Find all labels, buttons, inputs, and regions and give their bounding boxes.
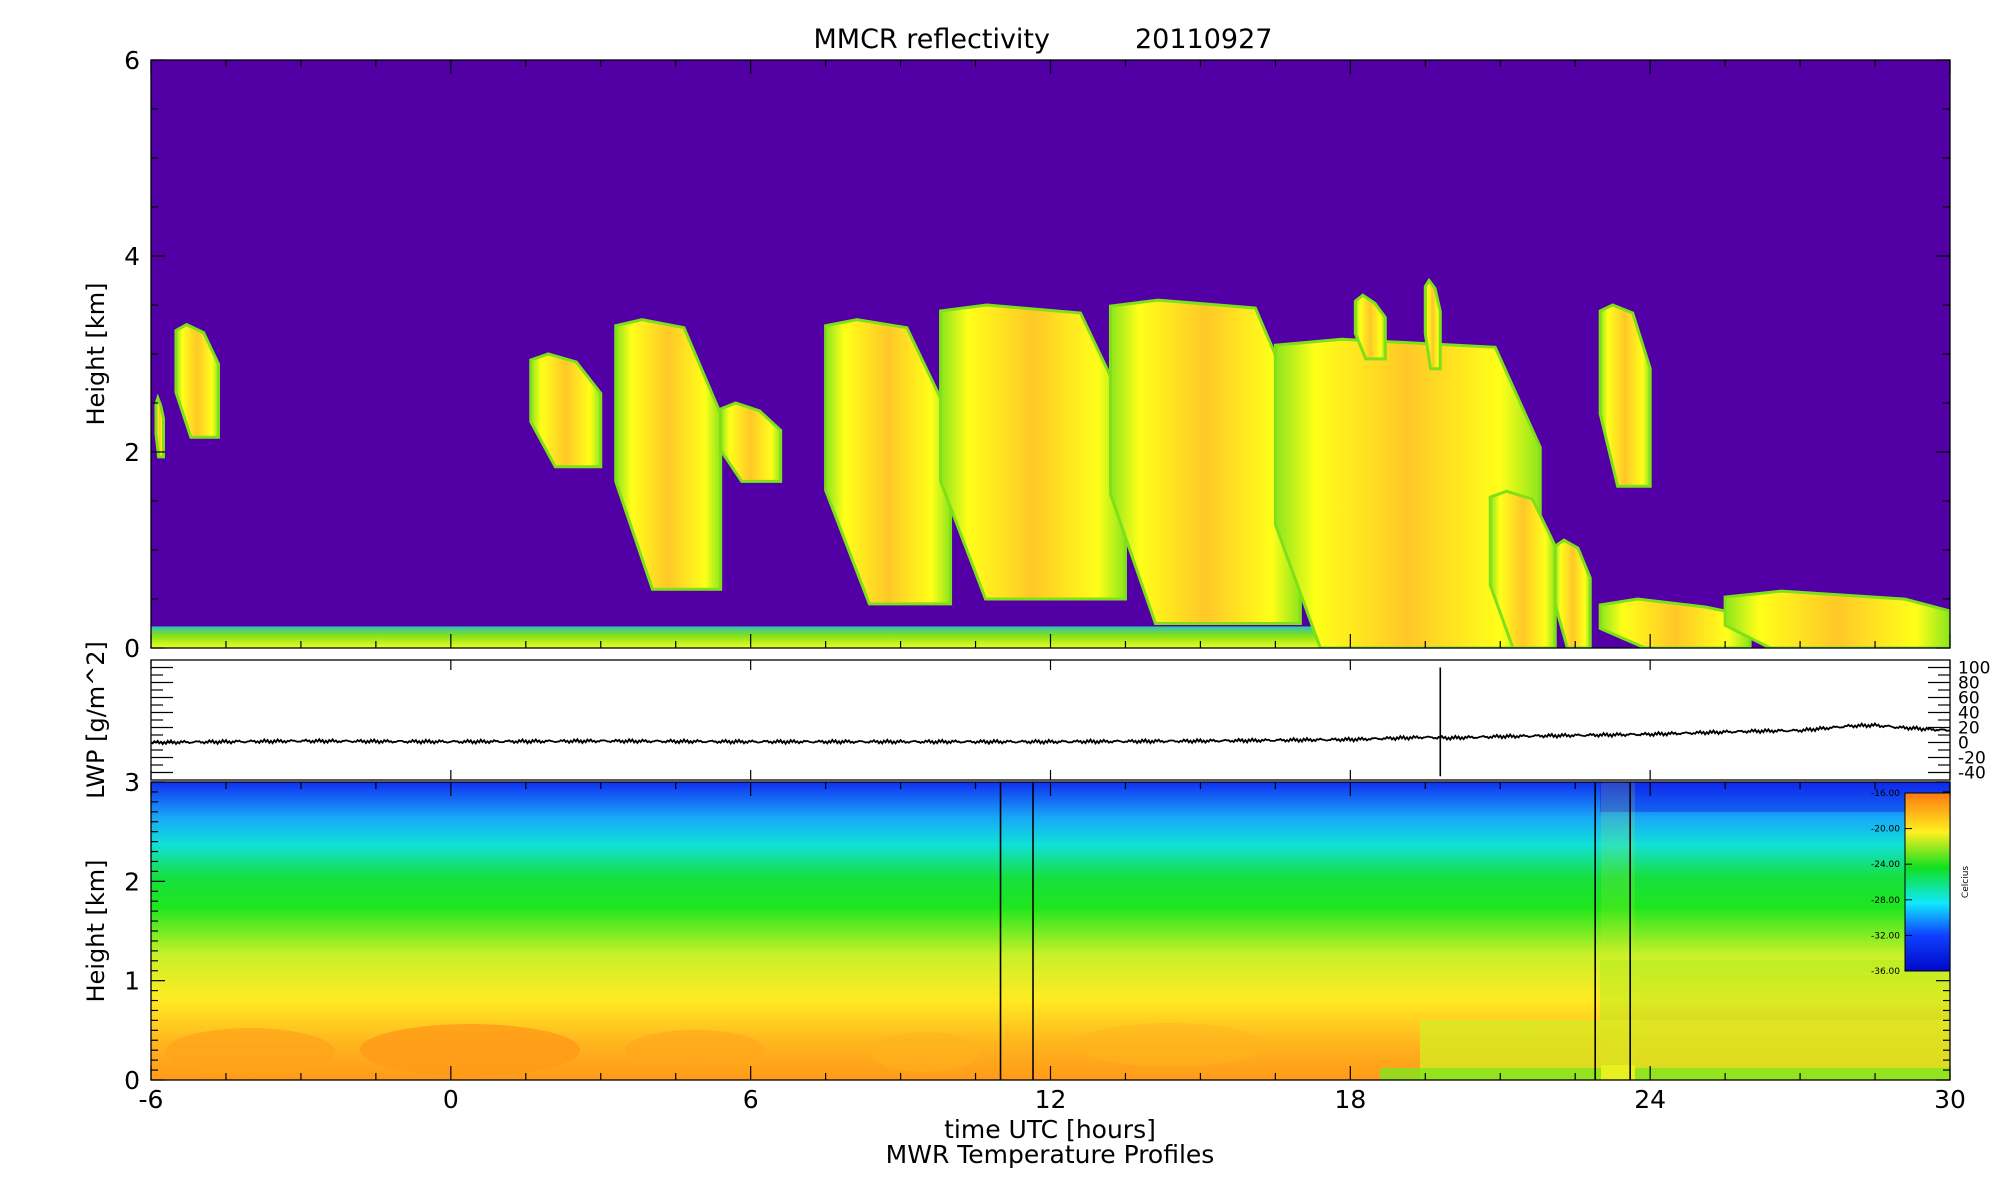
lwp-tick-label: 80 xyxy=(1958,674,1980,694)
reflectivity-panel: 0 2 4 6 Height [km] xyxy=(82,46,1951,663)
colorbar: -16.00 -20.00 -24.00 -28.00 -32.00 -36.00 Cel… xyxy=(1871,789,1971,977)
temperature-y-tick-label: 2 xyxy=(124,867,140,896)
x-tick-label: 30 xyxy=(1934,1085,1966,1114)
chart-date: 20110927 xyxy=(1135,24,1272,55)
lwp-tick-label: -40 xyxy=(1958,764,1986,784)
lwp-ylabel: LWP [g/m^2] xyxy=(82,641,110,799)
lwp-tick-label: 60 xyxy=(1958,689,1980,709)
cloud-region xyxy=(614,318,723,591)
cloud-region xyxy=(939,303,1127,601)
colorbar-tick-label: -36.00 xyxy=(1871,967,1900,977)
y-tick-label: 2 xyxy=(124,438,140,467)
temperature-panel: 0 1 2 3 Height [km] -16.00 -20.00 -24.00 -28.0… xyxy=(82,768,1971,1095)
cloud-region xyxy=(1598,303,1652,488)
colorbar-label: Celcius xyxy=(1961,866,1971,898)
temperature-title: MWR Temperature Profiles xyxy=(886,1140,1215,1169)
cloud-region xyxy=(174,322,220,439)
temperature-ylabel: Height [km] xyxy=(82,860,110,1003)
temperature-y-tick-label: 3 xyxy=(124,768,140,797)
x-tick-label: -6 xyxy=(139,1085,164,1114)
y-tick-label: 0 xyxy=(124,634,140,663)
lwp-tick-label: 20 xyxy=(1958,719,1980,739)
y-tick-label: 6 xyxy=(124,46,140,75)
lwp-tick-label: -20 xyxy=(1958,749,1986,769)
colorbar-tick-label: -24.00 xyxy=(1871,860,1900,870)
cloud-region xyxy=(1108,298,1302,625)
surface-layer xyxy=(151,626,1526,648)
colorbar-tick-label: -28.00 xyxy=(1871,896,1900,906)
cloud-region xyxy=(1553,538,1592,648)
x-tick-label: 0 xyxy=(443,1085,459,1114)
cloud-region xyxy=(1723,589,1950,648)
x-axis-label: time UTC [hours] xyxy=(944,1115,1156,1144)
lwp-tick-label: 100 xyxy=(1958,659,1990,679)
y-tick-label: 4 xyxy=(124,242,140,271)
colorbar-tick-label: -20.00 xyxy=(1871,825,1900,835)
temperature-y-tick-label: 1 xyxy=(124,967,140,996)
chart-title: MMCR reflectivity xyxy=(813,24,1050,55)
lwp-tick-label: 40 xyxy=(1958,704,1980,724)
lwp-series-line xyxy=(150,721,1951,746)
x-tick-label: 18 xyxy=(1334,1085,1366,1114)
colorbar-gradient xyxy=(1904,792,1951,972)
lwp-tick-label: 0 xyxy=(1958,734,1969,754)
cloud-region xyxy=(1353,293,1387,361)
cloud-region xyxy=(529,352,603,469)
cloud-region xyxy=(1423,277,1442,371)
colorbar-tick-label: -16.00 xyxy=(1871,789,1900,799)
reflectivity-ylabel: Height [km] xyxy=(82,283,110,426)
cloud-region xyxy=(719,401,783,483)
temperature-y-tick-label: 0 xyxy=(124,1066,140,1095)
x-tick-label: 12 xyxy=(1035,1085,1067,1114)
colorbar-tick-label: -32.00 xyxy=(1871,931,1900,941)
cloud-region xyxy=(154,393,165,459)
x-tick-label: 6 xyxy=(743,1085,759,1114)
x-tick-label: 24 xyxy=(1634,1085,1666,1114)
